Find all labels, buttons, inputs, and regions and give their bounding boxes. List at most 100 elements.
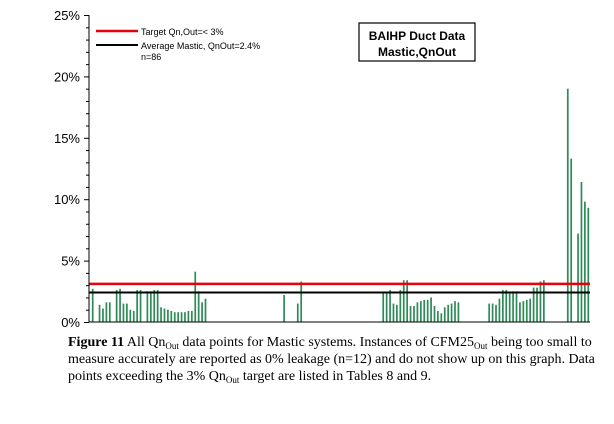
bar <box>508 292 511 322</box>
bar <box>190 310 193 322</box>
bar <box>153 290 156 322</box>
bar <box>132 310 135 322</box>
legend-average-label: Average Mastic, QnOut=2.4% <box>141 41 260 51</box>
bar <box>119 288 121 322</box>
bar <box>402 280 405 322</box>
bar <box>433 306 436 322</box>
bar <box>122 303 125 322</box>
bar <box>498 298 501 322</box>
bar <box>491 303 494 322</box>
bar <box>177 312 180 322</box>
bar <box>160 307 162 322</box>
caption-text-4: target are listed in Tables 8 and 9. <box>239 369 432 384</box>
y-tick-label: 0% <box>61 315 80 330</box>
bar-series <box>91 88 590 323</box>
bar <box>204 298 207 322</box>
bar <box>409 306 412 322</box>
bar <box>577 233 579 322</box>
bar <box>413 306 415 322</box>
bar <box>115 290 118 322</box>
caption-sub-2: Out <box>474 341 488 351</box>
caption-text-3: being too small to measure accurately ar… <box>68 335 595 384</box>
bar <box>194 271 197 322</box>
bar <box>512 291 514 322</box>
y-tick-label: 5% <box>61 254 80 269</box>
bar <box>416 302 419 322</box>
y-tick-label: 20% <box>54 69 80 84</box>
bar <box>126 303 128 322</box>
bar <box>430 297 432 322</box>
bar <box>406 280 408 322</box>
bar <box>184 312 186 322</box>
bar <box>426 299 429 322</box>
bar <box>392 303 395 322</box>
bar <box>187 310 190 322</box>
bar <box>139 290 142 322</box>
legend-target-label: Target Qn,Out=< 3% <box>141 27 224 37</box>
bar <box>457 302 460 322</box>
chart-title-line-1: BAIHP Duct Data <box>369 29 466 43</box>
caption-sub-3: Out <box>225 375 240 385</box>
bar <box>149 291 152 322</box>
bar <box>201 302 203 322</box>
bar <box>167 309 169 322</box>
bar <box>450 303 453 322</box>
bar <box>105 302 108 322</box>
bar <box>543 280 545 322</box>
bar <box>382 292 385 322</box>
bar <box>423 299 426 322</box>
bar <box>283 294 285 322</box>
bar <box>136 290 138 322</box>
bar <box>515 291 518 322</box>
chart: 0% 5% 10% 15% 20% 25% Target Qn,Out=< 3% Aver… <box>54 8 590 330</box>
bar <box>296 303 299 322</box>
bar <box>129 309 132 322</box>
bar <box>170 310 173 322</box>
bar <box>566 88 569 323</box>
bar <box>396 304 398 322</box>
bar <box>102 308 104 322</box>
bar <box>385 292 388 322</box>
bar <box>108 302 111 322</box>
caption-text-1: All Qn <box>124 335 166 350</box>
bar <box>488 303 491 322</box>
bar <box>539 281 542 322</box>
bar <box>197 291 200 322</box>
bar <box>536 287 538 322</box>
legend-count-label: n=86 <box>141 52 161 62</box>
chart-title-frame <box>358 22 476 62</box>
bar <box>91 288 94 322</box>
bar <box>519 302 521 322</box>
bar <box>163 308 166 322</box>
figure-label: Figure 11 <box>68 335 125 350</box>
bar <box>447 304 450 322</box>
y-tick-label: 15% <box>54 131 80 146</box>
bar <box>419 301 422 322</box>
chart-title-line-2: Mastic,QnOut <box>378 45 456 59</box>
bar <box>440 313 443 322</box>
bar <box>173 312 176 322</box>
y-tick-label: 10% <box>54 192 80 207</box>
bar <box>156 290 159 322</box>
caption-sub-1: Out <box>165 341 179 351</box>
bar <box>525 299 528 322</box>
bar <box>437 310 439 322</box>
y-axis-tick-labels: 0% 5% 10% 15% 20% 25% <box>54 8 80 330</box>
caption-text-2: data points for Mastic systems. Instance… <box>178 335 475 350</box>
bar <box>454 301 456 322</box>
bar <box>146 291 149 322</box>
bar <box>300 281 303 322</box>
bar <box>443 307 446 322</box>
bar <box>580 182 583 322</box>
bar <box>501 290 504 322</box>
bar <box>389 290 391 322</box>
y-tick-label: 25% <box>54 8 80 23</box>
bar <box>399 290 402 322</box>
bar <box>180 312 183 322</box>
bar <box>522 301 525 322</box>
bar <box>495 304 497 322</box>
bar <box>505 290 508 322</box>
bar <box>570 158 573 322</box>
figure-caption: Figure 11 All QnOut data points for Mast… <box>68 334 600 385</box>
chart-title-box: BAIHP Duct Data Mastic,QnOut <box>358 22 476 62</box>
